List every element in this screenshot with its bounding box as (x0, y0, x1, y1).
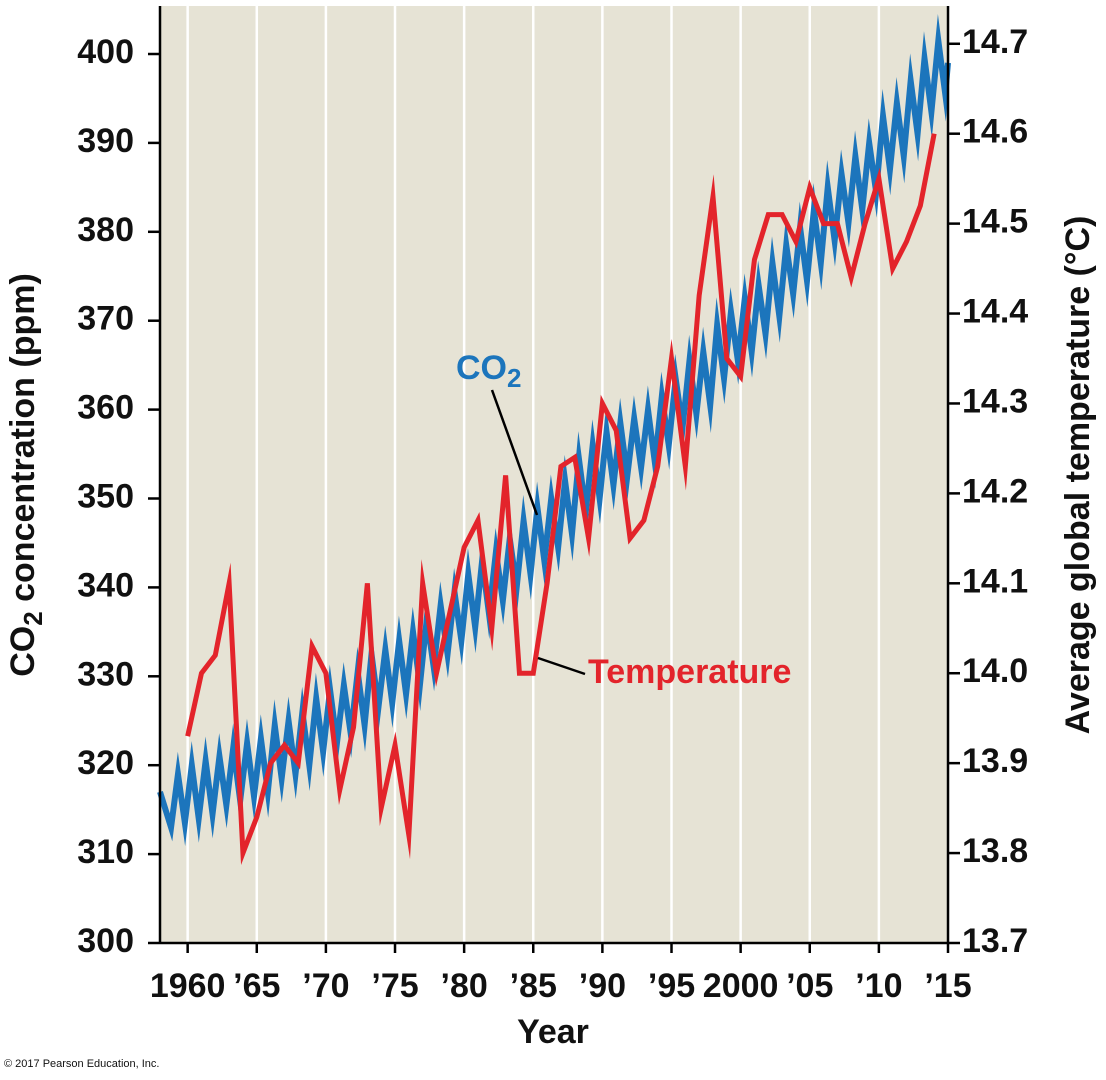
x-tick-label: ’85 (510, 967, 557, 1005)
series-line (185, 133, 937, 865)
y2-tick-label: 13.7 (962, 922, 1028, 960)
x-tick-label: ’95 (648, 967, 695, 1005)
y-tick-label: 300 (77, 922, 134, 960)
y-axis-title-part: concentration (ppm) (4, 273, 42, 611)
co2-leader (490, 389, 539, 516)
y2-tick-label: 14.7 (962, 23, 1028, 61)
x-tick-label: ’75 (371, 967, 418, 1005)
y-tick-label: 400 (77, 33, 134, 71)
y2-tick-label: 14.1 (962, 562, 1028, 600)
co2-annotation-subscript: 2 (507, 363, 521, 393)
temperature-leader (537, 656, 586, 676)
x-tick-label: ’05 (786, 967, 833, 1005)
co2-annotation: CO2 (456, 349, 521, 393)
co2-annotation-text: CO (456, 349, 507, 387)
y2-tick-label: 14.3 (962, 382, 1028, 420)
x-tick-label: ’10 (855, 967, 902, 1005)
y2-tick-label: 14.5 (962, 203, 1028, 241)
temperature-annotation: Temperature (588, 653, 791, 691)
y-tick-label: 350 (77, 477, 134, 515)
x-tick-label: ’90 (579, 967, 626, 1005)
y-tick-label: 360 (77, 389, 134, 427)
y-axis-title-subscript: 2 (18, 611, 48, 625)
y-axis-title: CO2 concentration (ppm) (4, 273, 48, 677)
y2-axis-title: Average global temperature (°C) (1059, 216, 1097, 735)
x-tick-label: ’80 (441, 967, 488, 1005)
y2-tick-label: 14.2 (962, 472, 1028, 510)
y-tick-label: 320 (77, 744, 134, 782)
y2-tick-label: 13.9 (962, 742, 1028, 780)
series-line (157, 14, 951, 847)
y-tick-label: 390 (77, 122, 134, 160)
x-tick-label: ’70 (302, 967, 349, 1005)
y-tick-label: 370 (77, 300, 134, 338)
x-tick-label: ’15 (924, 967, 971, 1005)
y-axis-title-part: CO (4, 626, 42, 677)
credit: © 2017 Pearson Education, Inc. (4, 1058, 159, 1070)
x-axis-title: Year (517, 1013, 589, 1051)
y-tick-label: 310 (77, 833, 134, 871)
y-tick-label: 340 (77, 566, 134, 604)
x-tick-label: 1960 (150, 967, 226, 1005)
y2-tick-label: 14.0 (962, 652, 1028, 690)
y2-tick-label: 14.4 (962, 293, 1028, 331)
y-tick-label: 330 (77, 655, 134, 693)
plot-background (160, 6, 948, 943)
y2-tick-label: 14.6 (962, 113, 1028, 151)
x-tick-label: ’65 (233, 967, 280, 1005)
y-tick-label: 380 (77, 211, 134, 249)
y2-tick-label: 13.8 (962, 832, 1028, 870)
x-tick-label: 2000 (703, 967, 779, 1005)
lines (157, 14, 951, 865)
